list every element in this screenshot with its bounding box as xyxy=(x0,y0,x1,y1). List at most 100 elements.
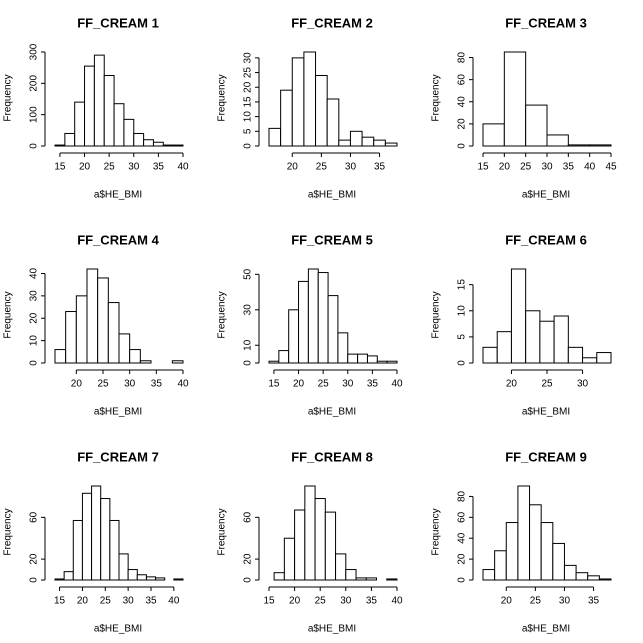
panel-title: FF_CREAM 6 xyxy=(505,232,587,247)
x-tick-label: 30 xyxy=(128,162,140,173)
y-tick-label: 5 xyxy=(457,334,468,340)
panel-title: FF_CREAM 7 xyxy=(77,449,159,464)
bar xyxy=(64,132,76,147)
bar xyxy=(291,57,305,147)
x-tick-label: 20 xyxy=(79,162,91,173)
bar xyxy=(65,311,77,364)
bar xyxy=(133,132,145,147)
bar xyxy=(386,360,398,364)
bar xyxy=(109,519,120,581)
bar xyxy=(162,144,174,147)
bar xyxy=(129,349,141,364)
bar xyxy=(307,268,319,364)
x-tick-label: 35 xyxy=(145,596,157,607)
bar xyxy=(335,553,347,581)
y-axis-label: Frequency xyxy=(3,291,14,338)
y-tick-label: 200 xyxy=(29,75,40,92)
x-axis-label: a$HE_BMI xyxy=(94,190,142,201)
bar xyxy=(575,572,589,581)
bar xyxy=(54,349,67,364)
x-tick-label: 35 xyxy=(374,162,386,173)
bar xyxy=(314,498,326,581)
x-tick-label: 40 xyxy=(391,596,403,607)
x-tick-label: 35 xyxy=(151,379,163,390)
x-tick-label: 25 xyxy=(318,379,330,390)
bar xyxy=(283,537,296,581)
y-tick-label: 25 xyxy=(243,67,254,79)
bar xyxy=(345,569,357,581)
x-tick-label: 35 xyxy=(153,162,165,173)
y-tick-label: 60 xyxy=(457,511,468,523)
bar xyxy=(63,571,74,581)
x-tick-label: 35 xyxy=(588,596,600,607)
y-tick-label: 30 xyxy=(243,304,254,316)
x-tick-label: 25 xyxy=(530,596,542,607)
bar xyxy=(567,346,584,364)
bar xyxy=(145,576,157,581)
bar xyxy=(123,118,135,147)
x-tick-label: 30 xyxy=(340,596,352,607)
y-tick-label: 300 xyxy=(29,43,40,60)
bar xyxy=(357,353,368,364)
bar xyxy=(539,320,555,364)
x-tick-label: 25 xyxy=(100,596,112,607)
y-tick-label: 20 xyxy=(457,553,468,565)
bar xyxy=(326,98,340,147)
bar xyxy=(582,357,598,364)
x-axis-label: a$HE_BMI xyxy=(522,407,570,418)
bar xyxy=(54,578,65,581)
bar xyxy=(384,142,398,147)
y-tick-label: 20 xyxy=(29,553,40,565)
y-tick-label: 10 xyxy=(29,335,40,347)
bar xyxy=(155,577,166,581)
panel-title: FF_CREAM 3 xyxy=(505,15,587,30)
panel-title: FF_CREAM 2 xyxy=(291,15,373,30)
bar xyxy=(93,54,105,147)
bar xyxy=(517,485,531,581)
x-tick-label: 35 xyxy=(563,162,575,173)
bar xyxy=(505,522,519,581)
x-tick-label: 25 xyxy=(541,379,553,390)
y-tick-label: 10 xyxy=(243,339,254,351)
y-tick-label: 0 xyxy=(243,577,254,583)
bar xyxy=(278,350,290,364)
y-tick-label: 0 xyxy=(29,360,40,366)
y-tick-label: 15 xyxy=(243,96,254,108)
y-tick-label: 40 xyxy=(457,532,468,544)
bar xyxy=(294,509,306,581)
y-axis-label: Frequency xyxy=(217,74,228,121)
y-tick-label: 20 xyxy=(457,118,468,130)
y-tick-label: 0 xyxy=(457,360,468,366)
bar xyxy=(355,577,367,581)
panel-title: FF_CREAM 4 xyxy=(77,232,159,247)
bar xyxy=(152,141,164,147)
x-tick-label: 25 xyxy=(315,596,327,607)
x-tick-label: 35 xyxy=(367,379,379,390)
bar xyxy=(365,577,378,581)
x-tick-label: 30 xyxy=(577,379,589,390)
y-axis-label: Frequency xyxy=(217,508,228,555)
y-tick-label: 20 xyxy=(29,312,40,324)
bar xyxy=(288,309,300,364)
bar xyxy=(337,332,349,364)
x-tick-label: 45 xyxy=(605,162,617,173)
bar xyxy=(510,268,527,364)
y-axis-label: Frequency xyxy=(431,508,442,555)
x-tick-label: 30 xyxy=(342,379,354,390)
bar xyxy=(552,542,565,581)
x-tick-label: 25 xyxy=(97,379,109,390)
x-tick-label: 30 xyxy=(123,596,135,607)
bar xyxy=(315,75,328,147)
y-tick-label: 80 xyxy=(457,52,468,64)
bar xyxy=(563,564,577,581)
y-tick-label: 0 xyxy=(29,143,40,149)
y-tick-label: 0 xyxy=(243,360,254,366)
x-axis-label: a$HE_BMI xyxy=(522,190,570,201)
x-tick-label: 15 xyxy=(263,596,275,607)
bar xyxy=(338,139,351,147)
bar xyxy=(103,75,115,147)
bar xyxy=(587,575,600,581)
y-tick-label: 60 xyxy=(457,74,468,86)
bar xyxy=(91,485,102,581)
bar xyxy=(376,360,388,364)
